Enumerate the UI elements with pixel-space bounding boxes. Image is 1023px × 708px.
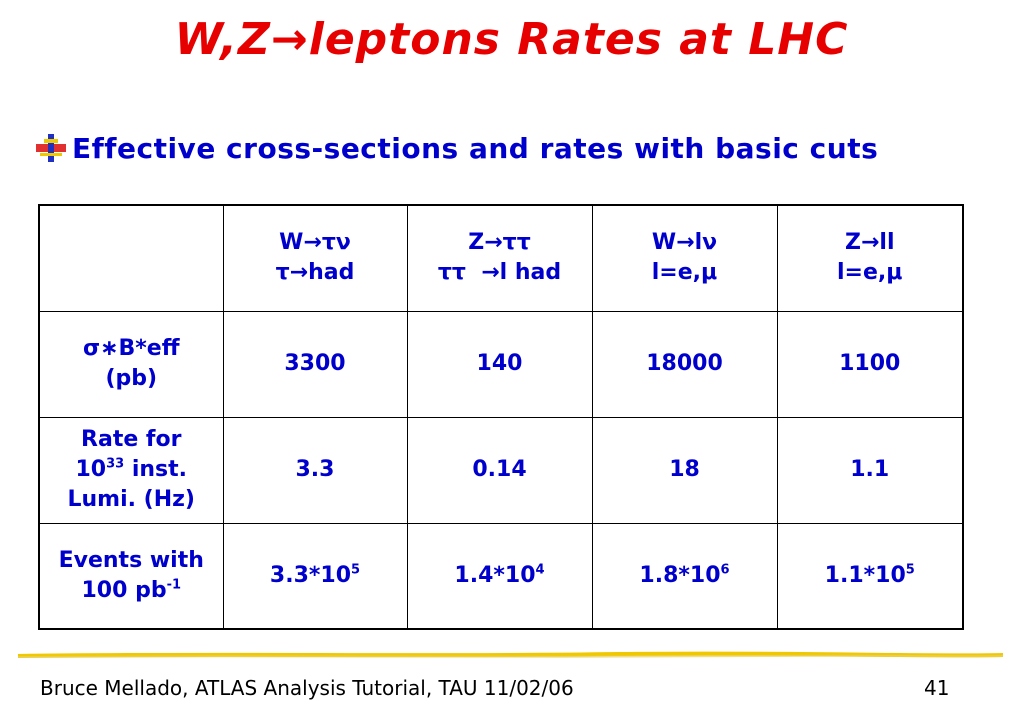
table-row: σ∗B*eff (pb) 3300 140 18000 1100 [38,310,964,418]
corner-cell [38,204,224,312]
row-label-rate: Rate for 1033 inst. Lumi. (Hz) [38,416,224,524]
table-cell: 1.1*105 [776,522,964,630]
table-cell: 3.3*105 [222,522,408,630]
table-cell: 18 [591,416,778,524]
table-cell: 1.8*106 [591,522,778,630]
table-cell: 18000 [591,310,778,418]
header-cell-z-ll: Z→ll l=e,μ [776,204,964,312]
header-cell-z-tautau: Z→ττ ττ →l had [406,204,593,312]
page-number: 41 [924,676,950,700]
table-cell: 0.14 [406,416,593,524]
rates-table: W→τν τ→had Z→ττ ττ →l had W→lν l=e,μ Z→ll l=… [38,204,964,630]
table-row: Events with 100 pb-1 3.3*105 1.4*104 1.8*… [38,522,964,630]
bullet-icon [34,131,68,165]
header-cell-w-lnu: W→lν l=e,μ [591,204,778,312]
footer-divider [18,651,1003,658]
table-cell: 1100 [776,310,964,418]
footer-text: Bruce Mellado, ATLAS Analysis Tutorial, … [40,676,574,700]
table-cell: 1.4*104 [406,522,593,630]
table-cell: 3.3 [222,416,408,524]
header-row: W→τν τ→had Z→ττ ττ →l had W→lν l=e,μ Z→ll l=… [38,204,964,312]
row-label-cross-section: σ∗B*eff (pb) [38,310,224,418]
table-cell: 1.1 [776,416,964,524]
table-cell: 3300 [222,310,408,418]
table-cell: 140 [406,310,593,418]
bullet-text: Effective cross-sections and rates with … [72,131,879,165]
row-label-events: Events with 100 pb-1 [38,522,224,630]
bullet-item: Effective cross-sections and rates with … [34,128,878,168]
header-cell-w-taunu: W→τν τ→had [222,204,408,312]
slide-title: W,Z→leptons Rates at LHC [174,14,849,65]
table-row: Rate for 1033 inst. Lumi. (Hz) 3.3 0.14 18… [38,416,964,524]
